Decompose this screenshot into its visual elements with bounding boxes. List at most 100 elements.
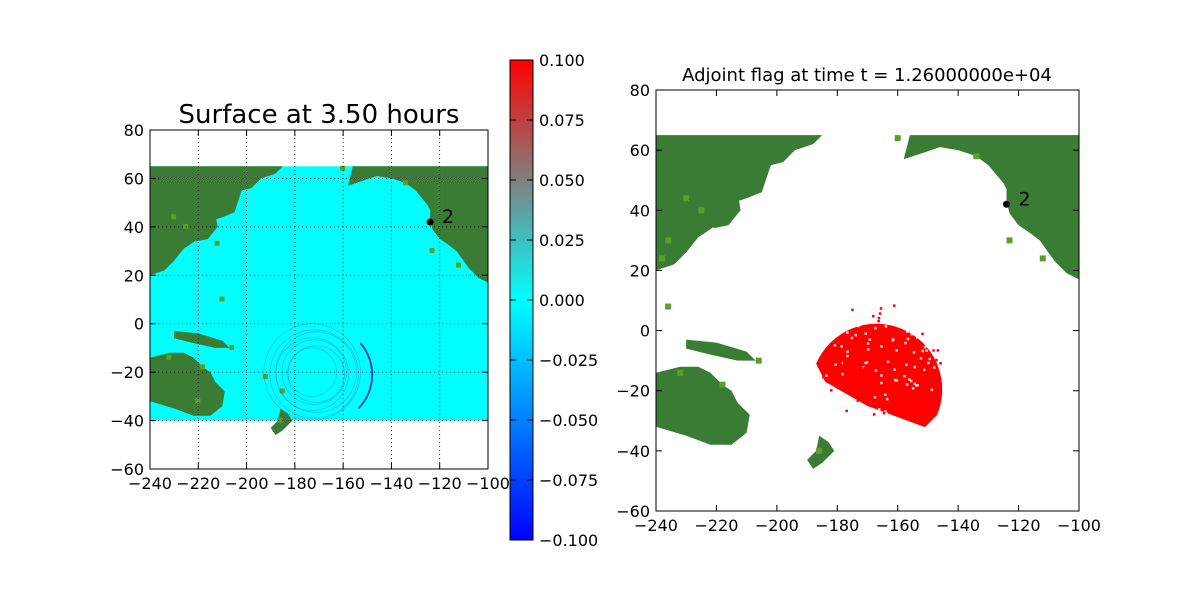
y-tick-label: 20 xyxy=(630,261,650,280)
y-tick-label: 40 xyxy=(630,201,650,220)
colorbar-tick-label: 0.025 xyxy=(539,231,585,250)
flag-speckle xyxy=(903,374,906,378)
flag-speckle xyxy=(907,378,911,381)
flag-speckle xyxy=(835,394,839,397)
flag-speckle xyxy=(846,354,849,358)
flag-speckle xyxy=(884,365,887,369)
right-plot-title: Adjoint flag at time t = 1.26000000e+04 xyxy=(682,65,1052,86)
flag-speckle xyxy=(879,307,883,310)
x-tick-label: −140 xyxy=(369,474,413,493)
flag-speckle xyxy=(870,346,873,350)
flag-speckle xyxy=(910,409,914,412)
flag-speckle xyxy=(872,413,876,416)
land-speckle xyxy=(659,255,666,262)
flag-speckle xyxy=(916,336,919,339)
flag-speckle xyxy=(854,333,857,337)
flag-speckle xyxy=(925,349,928,352)
flag-speckle xyxy=(863,310,867,313)
flag-speckle xyxy=(850,378,854,381)
flag-speckle xyxy=(921,360,925,364)
colorbar: 0.100 0.075 0.050 0.025 0.000 −0.025 −0.050 −0.… xyxy=(509,51,598,550)
wave-front xyxy=(357,342,374,410)
flag-speckle xyxy=(905,383,909,386)
flag-speckle xyxy=(905,330,909,333)
flag-speckle xyxy=(913,365,917,369)
land-speckle xyxy=(677,369,684,376)
flag-speckle xyxy=(877,408,881,411)
flag-speckle xyxy=(893,304,896,307)
land-speckle xyxy=(402,180,408,186)
flag-speckle xyxy=(924,322,927,325)
land-polygon xyxy=(686,339,756,361)
flag-speckle xyxy=(904,341,907,345)
flag-speckle xyxy=(865,361,869,364)
flag-speckle xyxy=(830,389,833,392)
left-plot-title: Surface at 3.50 hours xyxy=(179,100,460,130)
colorbar-tick-label: 0.100 xyxy=(539,51,585,70)
right-plot: Adjoint flag at time t = 1.26000000e+04 … xyxy=(616,65,1101,535)
flag-speckle xyxy=(822,375,825,379)
land-polygon xyxy=(150,166,283,276)
flag-speckle xyxy=(864,332,867,335)
land-speckle xyxy=(166,354,172,360)
y-tick-label: −60 xyxy=(110,460,144,479)
x-tick-label: −180 xyxy=(815,516,859,535)
flag-speckle xyxy=(886,360,890,364)
x-tick-label: −220 xyxy=(176,474,220,493)
flag-speckle xyxy=(852,377,855,381)
right-plot-frame xyxy=(655,89,1080,512)
wave-ring-line xyxy=(269,329,359,419)
flag-speckle xyxy=(881,400,884,404)
flag-speckle xyxy=(880,381,883,385)
flag-speckle xyxy=(921,399,924,403)
flag-speckle xyxy=(908,402,911,406)
flag-speckle xyxy=(859,377,863,380)
flag-speckle xyxy=(900,373,904,376)
right-gauges: 2 xyxy=(1002,188,1031,210)
flag-speckle xyxy=(846,350,849,354)
land-speckle xyxy=(429,248,435,254)
right-land-mask xyxy=(656,135,1079,469)
flag-speckle xyxy=(834,363,837,366)
flag-speckle xyxy=(864,361,867,365)
land-speckle xyxy=(219,296,225,302)
flag-speckle xyxy=(839,361,842,364)
y-tick-label: 60 xyxy=(124,169,144,188)
land-speckle xyxy=(755,357,762,364)
flag-speckle xyxy=(854,348,857,352)
flag-speckle xyxy=(902,389,906,392)
wave-ring-line xyxy=(263,323,361,421)
flag-speckle xyxy=(889,311,892,314)
flag-speckle xyxy=(866,342,870,345)
flag-speckle xyxy=(862,367,866,370)
flag-speckle xyxy=(893,378,897,382)
flag-speckle xyxy=(849,313,852,316)
y-tick-label: 40 xyxy=(124,218,144,237)
land-speckle xyxy=(719,381,726,388)
flag-speckle xyxy=(932,363,935,366)
flag-speckle xyxy=(918,335,922,338)
flag-speckle xyxy=(884,409,887,413)
flag-speckle xyxy=(850,362,854,365)
x-tick-label: −200 xyxy=(225,474,269,493)
flag-speckle xyxy=(921,349,925,353)
flag-speckle xyxy=(915,397,919,401)
x-tick-label: −100 xyxy=(466,474,510,493)
y-tick-label: −40 xyxy=(110,412,144,431)
flag-speckle xyxy=(906,337,910,341)
flag-speckle xyxy=(878,312,882,315)
flag-speckle xyxy=(881,363,884,367)
y-tick-label: 20 xyxy=(124,266,144,285)
flag-speckle xyxy=(930,388,934,392)
land-speckle xyxy=(183,223,189,229)
flag-speckle xyxy=(842,382,846,385)
flag-speckle xyxy=(895,379,899,382)
flag-speckle xyxy=(914,372,917,375)
flag-speckle xyxy=(908,371,911,374)
land-speckle xyxy=(229,344,235,350)
colorbar-tick-label: −0.075 xyxy=(539,471,598,490)
land-speckle xyxy=(816,447,823,454)
left-axis-ticks: −240 −220 −200 −180 −160 −140 −120 −100−60−40−2… xyxy=(110,121,510,493)
land-speckle xyxy=(340,165,346,171)
flag-speckle xyxy=(887,397,891,401)
